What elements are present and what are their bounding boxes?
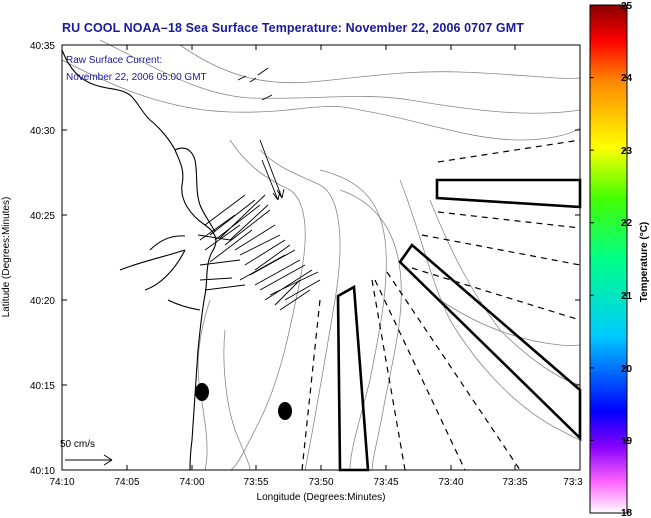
x-tick-label: 73:35 xyxy=(502,477,527,488)
bathymetry-contours xyxy=(61,39,581,471)
colorbar-ticks xyxy=(590,77,627,441)
y-tick-label: 40:25 xyxy=(30,211,55,222)
colorbar-tick-label: 24 xyxy=(621,73,633,84)
x-tick-label: 73:40 xyxy=(438,477,463,488)
annotation-line-2: November 22, 2006 05:00 GMT xyxy=(66,72,207,83)
scale-label: 50 cm/s xyxy=(60,439,95,450)
colorbar-tick-label: 23 xyxy=(621,146,633,157)
y-tick-labels: 40:35 40:30 40:25 40:20 40:15 40:10 xyxy=(30,41,55,477)
colorbar-tick-labels: 25 24 23 22 21 20 19 18 xyxy=(621,1,633,518)
y-tick-label: 40:10 xyxy=(30,466,55,477)
y-tick-label: 40:20 xyxy=(30,296,55,307)
annotation-line-1: Raw Surface Current: xyxy=(66,55,162,66)
x-tick-label: 73:55 xyxy=(243,477,268,488)
colorbar xyxy=(589,4,628,514)
x-tick-label: 73:50 xyxy=(308,477,333,488)
x-tick-labels: 74:10 74:05 74:00 73:55 73:50 73:45 73:4… xyxy=(49,477,583,488)
coastline xyxy=(61,49,217,471)
colorbar-label: Temperature (°C) xyxy=(639,222,650,303)
tick-marks xyxy=(61,44,581,471)
x-axis-label: Longitude (Degrees:Minutes) xyxy=(257,492,386,503)
x-tick-label: 74:00 xyxy=(179,477,204,488)
y-tick-label: 40:15 xyxy=(30,381,55,392)
x-tick-label: 74:05 xyxy=(114,477,139,488)
y-axis-label: Latitude (Degrees:Minutes) xyxy=(1,197,12,318)
x-tick-label: 73:45 xyxy=(373,477,398,488)
buoy-marker xyxy=(278,402,292,420)
surface-current-vectors xyxy=(197,67,321,311)
plot-frame xyxy=(61,44,581,471)
colorbar-tick-label: 25 xyxy=(621,1,633,12)
colorbar-tick-label: 21 xyxy=(621,291,633,302)
colorbar-tick-label: 22 xyxy=(621,218,633,229)
y-tick-label: 40:35 xyxy=(30,41,55,52)
x-tick-label: 74:10 xyxy=(49,477,74,488)
colorbar-tick-label: 18 xyxy=(621,508,633,518)
colorbar-tick-label: 19 xyxy=(621,436,633,447)
scale-arrow xyxy=(65,454,113,466)
shipping-lanes xyxy=(336,178,582,472)
buoy-marker xyxy=(195,383,209,401)
y-tick-label: 40:30 xyxy=(30,126,55,137)
x-tick-label: 73:3 xyxy=(563,477,583,488)
dashed-boundaries xyxy=(301,139,581,471)
map-title: RU COOL NOAA–18 Sea Surface Temperature:… xyxy=(62,21,524,35)
colorbar-tick-label: 20 xyxy=(621,364,633,375)
